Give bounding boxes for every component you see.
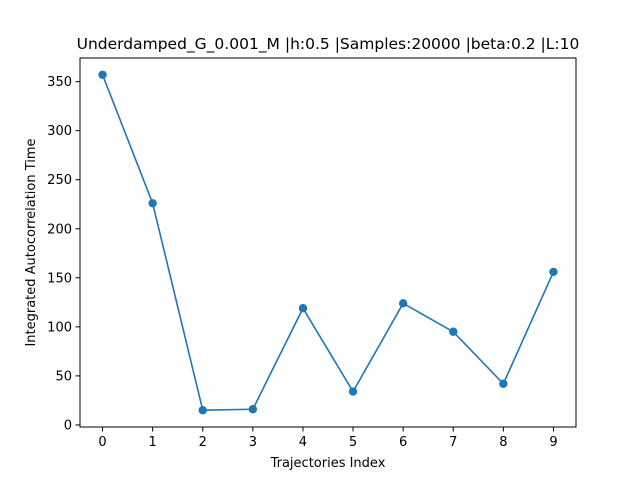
chart-title: Underdamped_G_0.001_M |h:0.5 |Samples:20… <box>77 35 580 54</box>
x-tick-label: 1 <box>149 435 157 450</box>
x-tick-label: 2 <box>199 435 207 450</box>
y-axis-ticks: 0 50 100 150 200 250 300 350 <box>47 75 80 433</box>
x-axis-label: Trajectories Index <box>270 456 386 471</box>
x-tick-label: 7 <box>449 435 457 450</box>
series-layer <box>98 70 558 415</box>
data-point <box>449 327 458 336</box>
x-axis-ticks: 0 1 2 3 4 5 6 7 8 9 <box>98 427 558 450</box>
y-tick-label: 50 <box>55 369 72 384</box>
data-point <box>398 299 408 308</box>
y-tick-label: 200 <box>47 222 72 237</box>
y-tick-label: 350 <box>47 75 72 90</box>
plot-frame <box>79 57 577 428</box>
y-tick-label: 0 <box>64 418 72 433</box>
x-tick-label: 3 <box>249 435 257 450</box>
y-tick-label: 150 <box>47 271 72 286</box>
data-point <box>98 70 107 79</box>
y-tick-label: 300 <box>47 124 72 139</box>
data-point <box>348 387 358 396</box>
y-axis-label: Integrated Autocorrelation Time <box>24 138 39 346</box>
y-tick-label: 250 <box>47 173 72 188</box>
x-tick-label: 9 <box>549 435 557 450</box>
data-point <box>198 406 207 415</box>
x-tick-label: 8 <box>499 435 507 450</box>
plot-background <box>80 58 576 427</box>
data-point <box>148 199 157 208</box>
data-point <box>499 379 508 388</box>
data-point <box>298 304 308 313</box>
y-tick-label: 100 <box>47 320 72 335</box>
x-tick-label: 6 <box>399 435 407 450</box>
x-tick-label: 5 <box>349 435 357 450</box>
x-tick-label: 0 <box>98 435 106 450</box>
x-tick-label: 4 <box>299 435 307 450</box>
data-point <box>248 405 258 414</box>
series-line <box>101 74 555 412</box>
data-point <box>549 267 558 277</box>
